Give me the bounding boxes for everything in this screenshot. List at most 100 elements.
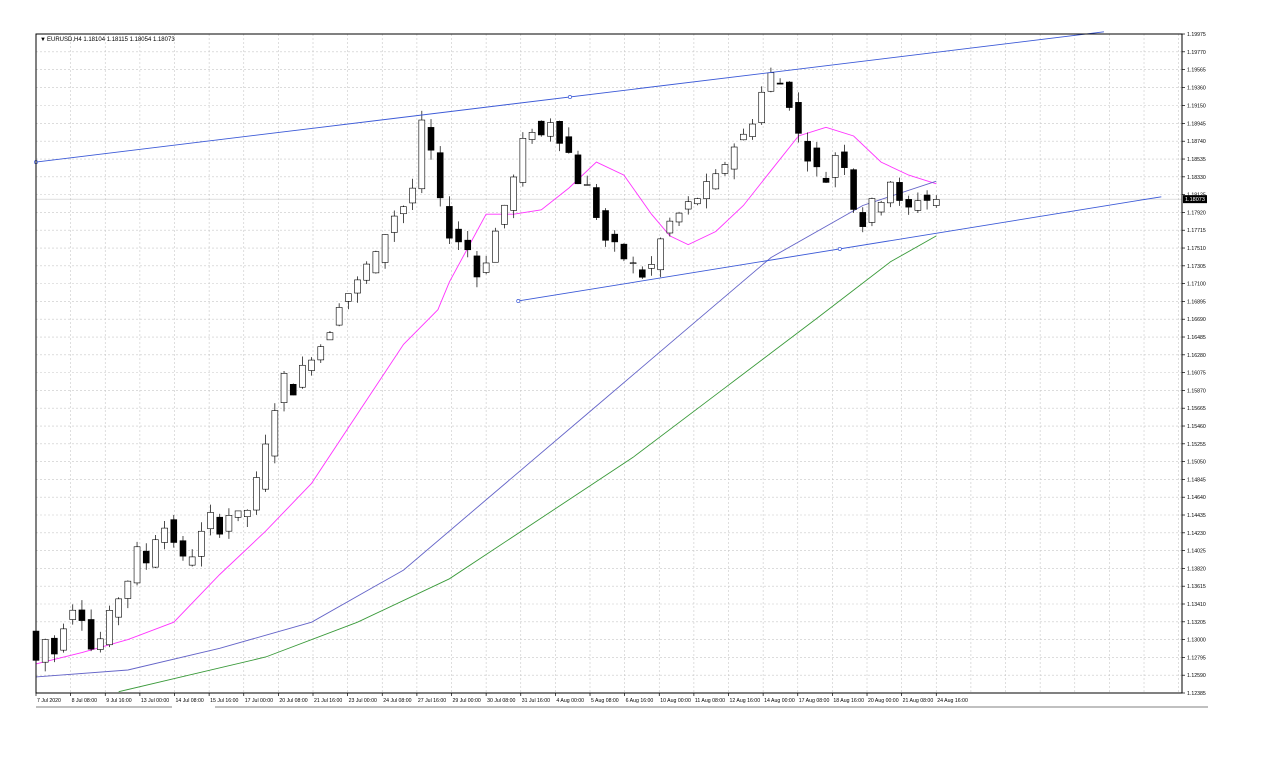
- candle: [510, 174, 517, 219]
- candle-body-bull: [161, 527, 168, 543]
- x-tick-label: 10 Aug 00:00: [660, 698, 691, 704]
- candle-body-bull: [629, 262, 637, 264]
- time-axis[interactable]: 7 Jul 2020 8 Jul 08:00 9 Jul 16:00 13 Jul 0…: [35, 693, 968, 704]
- candle: [850, 168, 857, 213]
- candle-body-bull: [299, 364, 306, 388]
- candle: [345, 293, 352, 310]
- candle: [152, 535, 159, 569]
- candle-body-bull: [198, 530, 205, 557]
- candle-body-bear: [822, 177, 830, 183]
- current-price-marker: 1.18073: [1183, 195, 1207, 204]
- candle-body-bull: [262, 443, 269, 490]
- y-tick-label: 1.13410: [1187, 602, 1206, 608]
- candle-body-bull: [133, 546, 141, 584]
- candle-body-bull: [583, 184, 591, 186]
- candle: [482, 255, 490, 275]
- y-tick-label: 1.19770: [1187, 50, 1206, 56]
- x-tick-label: 7 Jul 2020: [37, 698, 61, 704]
- candle-body-bear: [427, 127, 435, 151]
- candle: [602, 208, 609, 247]
- candle: [60, 623, 67, 653]
- candle: [868, 197, 876, 227]
- candle: [253, 471, 260, 515]
- candle-body-bear: [170, 519, 178, 543]
- symbol-dropdown-icon[interactable]: ▼: [40, 37, 46, 43]
- candle: [188, 549, 196, 567]
- candle-body-bear: [905, 199, 912, 208]
- candle: [905, 195, 912, 215]
- candle: [464, 230, 472, 258]
- candle-body-bull: [106, 610, 113, 646]
- candle-body-bull: [381, 234, 389, 263]
- x-tick-label: 27 Jul 16:00: [418, 698, 446, 704]
- y-tick-label: 1.12795: [1187, 655, 1206, 661]
- candle-body-bear: [859, 212, 867, 227]
- candle-body-bull: [492, 230, 499, 263]
- candle: [749, 118, 756, 140]
- y-tick-label: 1.19150: [1187, 104, 1206, 110]
- candle-body-bull: [152, 539, 159, 568]
- candle: [785, 81, 793, 111]
- plot-frame: [35, 33, 1183, 694]
- candle-body-bull: [730, 146, 738, 170]
- y-tick-label: 1.14230: [1187, 531, 1206, 537]
- candle: [69, 604, 77, 625]
- candle: [271, 403, 279, 464]
- candle: [896, 177, 903, 206]
- trendline-handle[interactable]: [568, 94, 572, 99]
- candle: [179, 536, 187, 561]
- candle-body-bull: [758, 91, 766, 123]
- trendline-handle[interactable]: [837, 246, 842, 251]
- candle: [427, 119, 435, 160]
- candle-body-bear: [574, 154, 582, 185]
- candle-body-bear: [795, 102, 802, 134]
- candle-body-bear: [446, 206, 453, 239]
- y-tick-label: 1.17510: [1187, 246, 1206, 252]
- candle-body-bear: [556, 121, 563, 144]
- candle-body-bull: [657, 238, 664, 271]
- candle: [795, 92, 802, 143]
- ma_mid-line: [35, 180, 937, 678]
- y-tick-label: 1.14640: [1187, 495, 1206, 501]
- candle: [436, 146, 444, 207]
- candle: [216, 513, 224, 538]
- candle: [133, 541, 141, 586]
- x-tick-label: 30 Jul 08:00: [487, 698, 515, 704]
- candle: [372, 250, 380, 274]
- candle-body-bear: [923, 194, 931, 201]
- candles: [32, 67, 940, 672]
- x-tick-label: 6 Aug 16:00: [626, 698, 654, 704]
- x-tick-label: 8 Jul 08:00: [72, 698, 97, 704]
- candle: [822, 171, 830, 184]
- x-tick-label: 31 Jul 16:00: [522, 698, 550, 704]
- candle-body-bull: [868, 198, 876, 223]
- candle-body-bull: [253, 477, 260, 511]
- y-tick-label: 1.19360: [1187, 85, 1206, 91]
- candle-body-bull: [188, 556, 196, 566]
- candle: [841, 144, 848, 176]
- candle: [161, 521, 168, 550]
- candle: [299, 356, 306, 389]
- candle-body-bull: [354, 279, 361, 294]
- candle: [859, 207, 867, 233]
- candle: [390, 210, 398, 242]
- trendline-handle[interactable]: [516, 299, 521, 303]
- candle-body-bull: [97, 638, 104, 650]
- candle-body-bear: [537, 120, 545, 136]
- y-tick-label: 1.17100: [1187, 282, 1206, 288]
- candle: [400, 205, 407, 224]
- candle-body-bear: [216, 516, 224, 535]
- x-tick-label: 24 Jul 08:00: [383, 698, 411, 704]
- candle: [593, 183, 600, 221]
- candle: [721, 161, 729, 176]
- y-tick-label: 1.13615: [1187, 584, 1206, 590]
- x-tick-label: 4 Aug 00:00: [556, 698, 584, 704]
- candle-body-bull: [501, 204, 508, 225]
- candle: [666, 217, 674, 237]
- y-tick-label: 1.14845: [1187, 477, 1206, 483]
- candle-body-bear: [593, 187, 600, 218]
- candle: [381, 234, 389, 269]
- candle: [51, 635, 58, 663]
- candle-body-bear: [78, 609, 86, 621]
